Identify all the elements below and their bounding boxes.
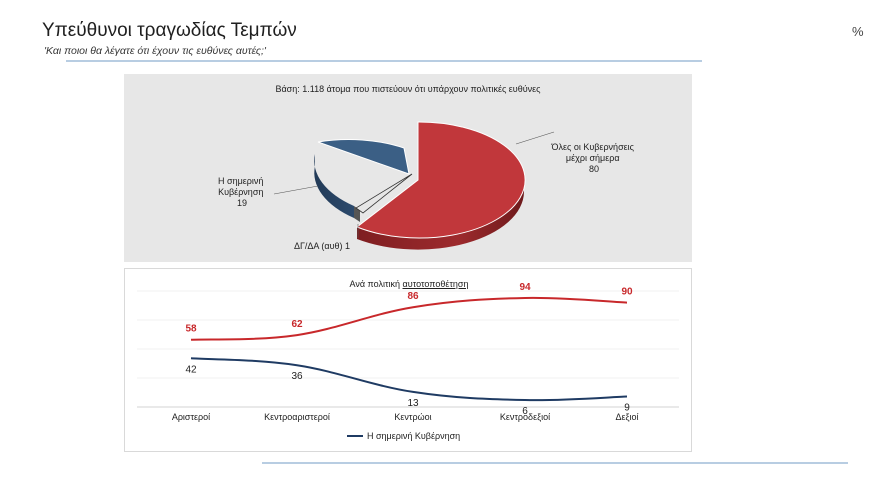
x-tick-label: Δεξιοί [615, 412, 638, 422]
data-label: 13 [407, 398, 419, 409]
legend-label-current-government: Η σημερινή Κυβέρνηση [367, 431, 461, 441]
pie-label-dk-na: ΔΓ/ΔΑ (αυθ) 1 [294, 241, 350, 251]
page-title: Υπεύθυνοι τραγωδίας Τεμπών [42, 20, 297, 41]
data-label: 94 [519, 282, 531, 293]
pie-slice-dk-na [355, 173, 413, 214]
data-label: 36 [291, 371, 303, 382]
line-chart-legend: Η σημερινή Κυβέρνηση [347, 431, 460, 441]
top-divider [66, 60, 702, 62]
pie-leader-blue [273, 185, 319, 195]
page-subtitle: 'Και ποιοι θα λέγατε ότι έχουν τις ευθύν… [44, 45, 266, 57]
pie-chart-title: Βάση: 1.118 άτομα που πιστεύουν ότι υπάρ… [275, 84, 541, 94]
data-label: 90 [621, 287, 633, 298]
unit-label: % [852, 24, 864, 39]
x-tick-label: Κεντροαριστεροί [264, 412, 330, 422]
pie-slice-all-governments [355, 121, 526, 239]
data-label: 86 [407, 291, 419, 302]
line-chart-panel: Ανά πολιτική αυτοτοποθέτηση 58 62 86 94 90 42… [124, 268, 692, 452]
pie-label-all-governments: Όλες οι Κυβερνήσεις μέχρι σήμερα 80 [551, 142, 637, 174]
data-label: 58 [185, 324, 197, 335]
pie-slice-current-government [317, 139, 410, 175]
x-tick-label: Κεντροδεξιοί [500, 412, 550, 422]
pie-label-current-government: Η σημερινή Κυβέρνηση 19 [218, 176, 266, 208]
data-label: 42 [185, 364, 197, 375]
pie-chart: Όλες οι Κυβερνήσεις μέχρι σήμερα 80 Η ση… [218, 121, 637, 251]
pie-side-blue [314, 154, 354, 218]
line-chart-title: Ανά πολιτική αυτοτοποθέτηση [125, 279, 693, 289]
data-label: 9 [624, 403, 630, 414]
pie-leader-red [515, 131, 555, 145]
data-label: 62 [291, 319, 303, 330]
bottom-divider [262, 462, 848, 464]
line-chart-title-underlined: αυτοτοποθέτηση [402, 279, 469, 289]
line-chart: 58 62 86 94 90 42 36 13 6 9 Αριστεροί Κεντροαριστερ… [137, 282, 679, 422]
series-line-all-governments [190, 296, 628, 341]
x-tick-label: Αριστεροί [172, 412, 210, 422]
pie-chart-panel: Βάση: 1.118 άτομα που πιστεύουν ότι υπάρ… [124, 74, 692, 262]
legend-swatch-current-government [347, 435, 363, 437]
data-label: 6 [522, 406, 528, 417]
x-tick-label: Κεντρώοι [394, 412, 431, 422]
line-chart-title-prefix: Ανά πολιτική [349, 279, 403, 289]
series-line-current-government [190, 357, 628, 402]
pie-side-red [357, 180, 524, 250]
